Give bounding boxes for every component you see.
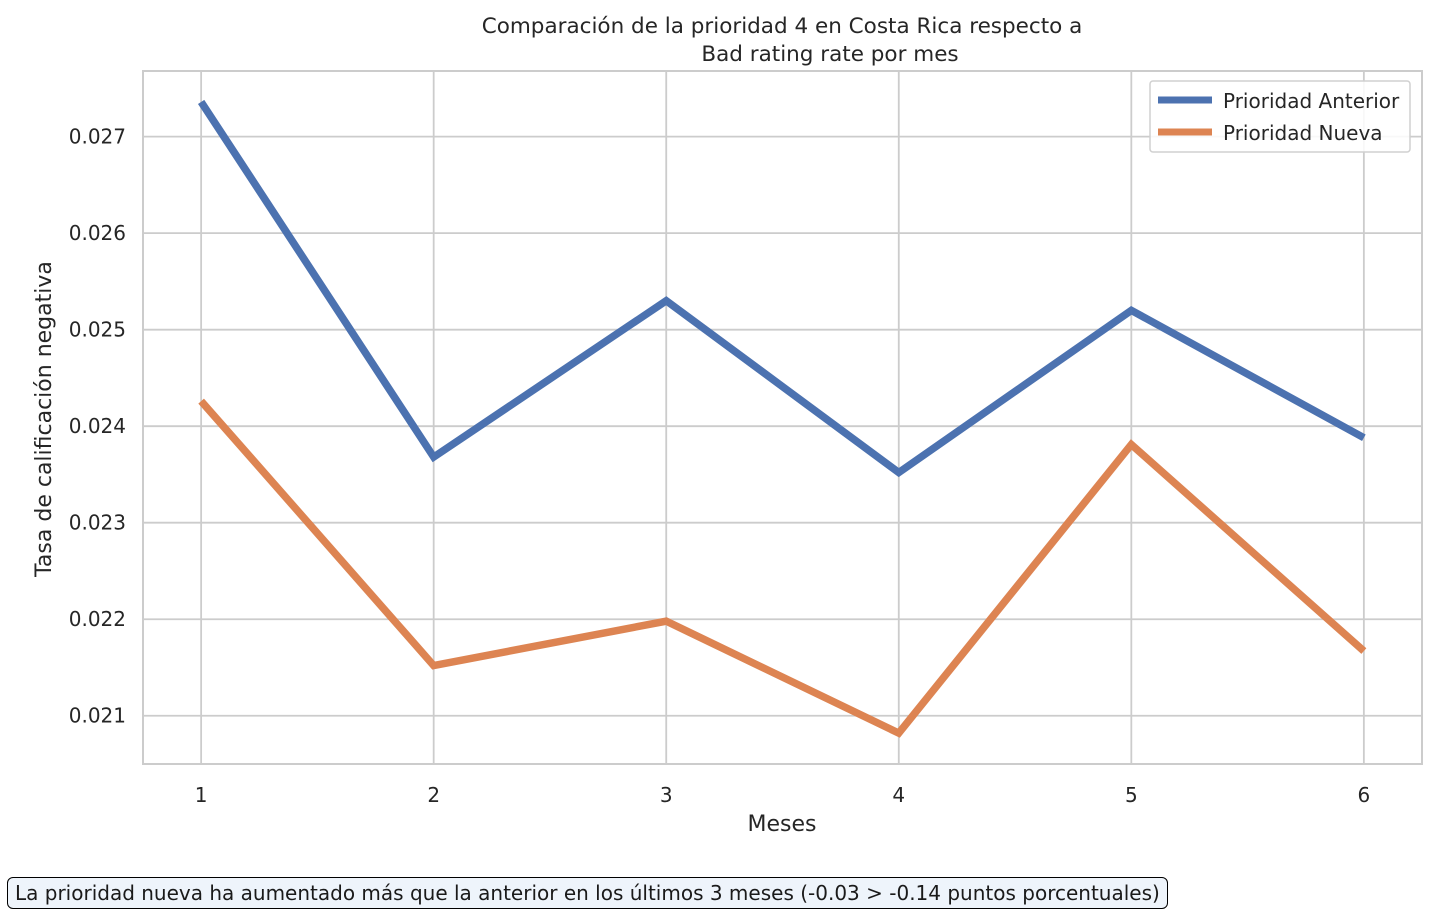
y-tick-label: 0.022 xyxy=(69,607,126,631)
summary-annotation-text: La prioridad nueva ha aumentado más que … xyxy=(15,881,1160,905)
gridlines xyxy=(143,71,1422,764)
series-line-nueva xyxy=(198,398,1367,738)
x-tick-label: 2 xyxy=(427,783,440,807)
legend-label-anterior: Prioridad Anterior xyxy=(1223,89,1400,113)
x-tick-label: 6 xyxy=(1357,783,1370,807)
chart-title-line-1: Comparación de la prioridad 4 en Costa R… xyxy=(482,14,1083,39)
tick-labels: 1 2 3 4 5 6 0.021 0.022 0.023 0.024 0.025 0.026 0.02… xyxy=(69,125,1370,807)
series-line-anterior xyxy=(197,99,1366,478)
legend-label-nueva: Prioridad Nueva xyxy=(1223,121,1383,145)
x-tick-label: 1 xyxy=(195,783,208,807)
y-tick-label: 0.024 xyxy=(69,414,126,438)
y-tick-label: 0.021 xyxy=(69,704,126,728)
y-tick-label: 0.025 xyxy=(69,318,126,342)
plot-area-frame xyxy=(142,70,1423,765)
legend: Prioridad Anterior Prioridad Nueva xyxy=(1149,80,1411,153)
x-tick-label: 3 xyxy=(660,783,673,807)
y-axis-label: Tasa de calificación negativa xyxy=(32,261,57,578)
series-layer xyxy=(197,99,1367,738)
y-tick-label: 0.026 xyxy=(69,221,126,245)
summary-annotation: La prioridad nueva ha aumentado más que … xyxy=(7,877,1168,909)
chart-title-line-2: Bad rating rate por mes xyxy=(701,42,958,67)
x-tick-label: 5 xyxy=(1125,783,1138,807)
legend-frame xyxy=(1149,80,1411,153)
x-tick-label: 4 xyxy=(892,783,905,807)
y-tick-label: 0.023 xyxy=(69,511,126,535)
x-axis-label: Meses xyxy=(748,812,817,837)
y-tick-label: 0.027 xyxy=(69,125,126,149)
